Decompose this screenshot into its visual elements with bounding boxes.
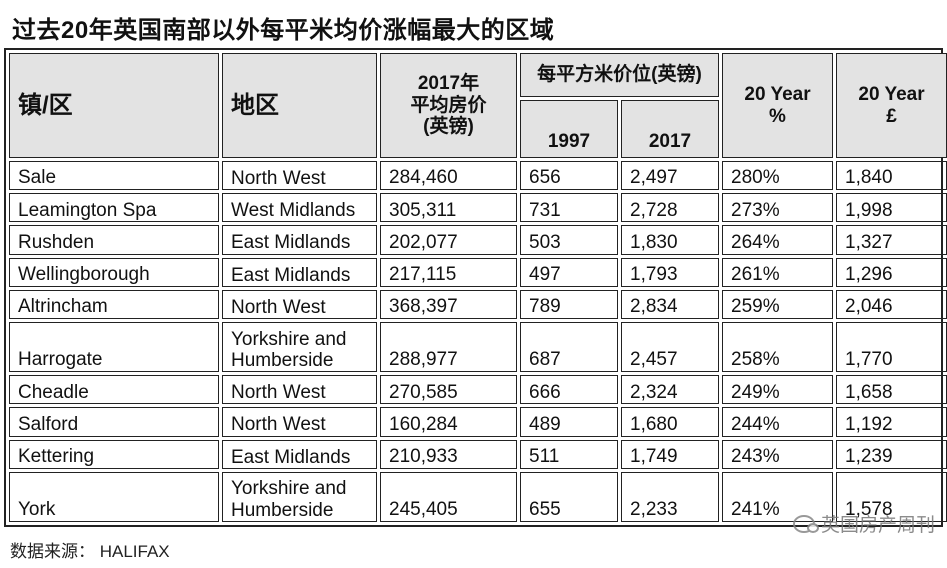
table-row: Leamington Spa West Midlands 305,311 731 2,7… <box>9 193 947 223</box>
cell-p1997: 497 <box>520 257 618 287</box>
cell-avg: 217,115 <box>380 257 517 287</box>
cell-gbp: 1,840 <box>836 161 947 191</box>
cell-pct: 261% <box>722 257 833 287</box>
cell-avg: 202,077 <box>380 225 517 255</box>
cell-town: Rushden <box>9 225 219 255</box>
table-row: Harrogate Yorkshire and Humberside 288,977… <box>9 322 947 373</box>
cell-pct: 259% <box>722 289 833 320</box>
cell-town: Wellingborough <box>9 257 219 287</box>
table-row: Cheadle North West 270,585 666 2,324 249% 1,65… <box>9 375 947 405</box>
cell-region: North West <box>222 375 377 405</box>
wechat-icon <box>792 514 819 533</box>
cell-p1997: 511 <box>520 439 618 469</box>
table-row: Altrincham North West 368,397 789 2,834 259% 2… <box>9 289 947 320</box>
cell-region: North West <box>222 161 377 191</box>
cell-p2017: 2,233 <box>621 471 719 522</box>
table-row: Wellingborough East Midlands 217,115 497 1,7… <box>9 257 947 287</box>
header-1997: 1997 <box>520 100 618 158</box>
cell-gbp: 1,192 <box>836 407 947 437</box>
cell-p2017: 2,728 <box>621 193 719 223</box>
cell-p2017: 2,497 <box>621 161 719 191</box>
cell-town: Altrincham <box>9 289 219 320</box>
header-2017: 2017 <box>621 100 719 158</box>
cell-town: Leamington Spa <box>9 193 219 223</box>
header-region: 地区 <box>222 53 377 158</box>
cell-avg: 245,405 <box>380 471 517 522</box>
cell-p2017: 1,680 <box>621 407 719 437</box>
header-per-sqm-group: 每平方米价位(英镑) <box>520 53 719 97</box>
cell-p1997: 666 <box>520 375 618 405</box>
cell-region: North West <box>222 289 377 320</box>
cell-p1997: 656 <box>520 161 618 191</box>
source-note: 数据来源： HALIFAX <box>10 542 170 561</box>
cell-region: East Midlands <box>222 225 377 255</box>
cell-pct: 249% <box>722 375 833 405</box>
cell-town: Kettering <box>9 439 219 469</box>
cell-p1997: 489 <box>520 407 618 437</box>
cell-avg: 270,585 <box>380 375 517 405</box>
cell-region: Yorkshire and Humberside <box>222 322 377 373</box>
cell-town: Sale <box>9 161 219 191</box>
watermark-text: 英国房产周刊 <box>820 515 935 536</box>
cell-avg: 305,311 <box>380 193 517 223</box>
header-avg-price: 2017年 平均房价 (英镑) <box>380 53 517 158</box>
cell-region: North West <box>222 407 377 437</box>
cell-town: Salford <box>9 407 219 437</box>
cell-p2017: 2,834 <box>621 289 719 320</box>
cell-town: Harrogate <box>9 322 219 373</box>
price-growth-table: 镇/区 地区 2017年 平均房价 (英镑) 每平方米价位(英镑) 20 Yea… <box>6 50 947 525</box>
cell-p2017: 2,324 <box>621 375 719 405</box>
price-table-container: 镇/区 地区 2017年 平均房价 (英镑) 每平方米价位(英镑) 20 Yea… <box>4 48 947 527</box>
cell-avg: 284,460 <box>380 161 517 191</box>
header-20yr-gbp: 20 Year £ <box>836 53 947 158</box>
cell-pct: 258% <box>722 322 833 373</box>
cell-region: West Midlands <box>222 193 377 223</box>
table-row: York Yorkshire and Humberside 245,405 655 2,… <box>9 471 947 522</box>
cell-avg: 288,977 <box>380 322 517 373</box>
cell-town: Cheadle <box>9 375 219 405</box>
cell-pct: 280% <box>722 161 833 191</box>
cell-pct: 264% <box>722 225 833 255</box>
cell-gbp: 1,998 <box>836 193 947 223</box>
cell-region: Yorkshire and Humberside <box>222 471 377 522</box>
cell-avg: 160,284 <box>380 407 517 437</box>
cell-pct: 273% <box>722 193 833 223</box>
cell-gbp: 1,658 <box>836 375 947 405</box>
cell-gbp: 1,296 <box>836 257 947 287</box>
cell-p1997: 687 <box>520 322 618 373</box>
cell-pct: 244% <box>722 407 833 437</box>
cell-gbp: 1,327 <box>836 225 947 255</box>
cell-avg: 368,397 <box>380 289 517 320</box>
cell-p2017: 1,793 <box>621 257 719 287</box>
table-row: Rushden East Midlands 202,077 503 1,830 264% 1… <box>9 225 947 255</box>
cell-region: East Midlands <box>222 439 377 469</box>
cell-gbp: 2,046 <box>836 289 947 320</box>
cell-p2017: 1,830 <box>621 225 719 255</box>
table-body: Sale North West 284,460 656 2,497 280% 1,840 Le… <box>9 161 947 522</box>
header-20yr-pct: 20 Year % <box>722 53 833 158</box>
table-row: Kettering East Midlands 210,933 511 1,749 243… <box>9 439 947 469</box>
watermark: 英国房产周刊 <box>792 510 935 537</box>
table-row: Salford North West 160,284 489 1,680 244% 1,19… <box>9 407 947 437</box>
page-title: 过去20年英国南部以外每平米均价涨幅最大的区域 <box>12 17 555 44</box>
cell-gbp: 1,770 <box>836 322 947 373</box>
cell-p1997: 789 <box>520 289 618 320</box>
cell-pct: 243% <box>722 439 833 469</box>
cell-p1997: 503 <box>520 225 618 255</box>
cell-gbp: 1,239 <box>836 439 947 469</box>
cell-avg: 210,933 <box>380 439 517 469</box>
cell-p1997: 731 <box>520 193 618 223</box>
header-town: 镇/区 <box>9 53 219 158</box>
table-row: Sale North West 284,460 656 2,497 280% 1,840 <box>9 161 947 191</box>
cell-p2017: 1,749 <box>621 439 719 469</box>
cell-pct: 241% <box>722 471 833 522</box>
cell-town: York <box>9 471 219 522</box>
cell-p2017: 2,457 <box>621 322 719 373</box>
cell-region: East Midlands <box>222 257 377 287</box>
cell-p1997: 655 <box>520 471 618 522</box>
